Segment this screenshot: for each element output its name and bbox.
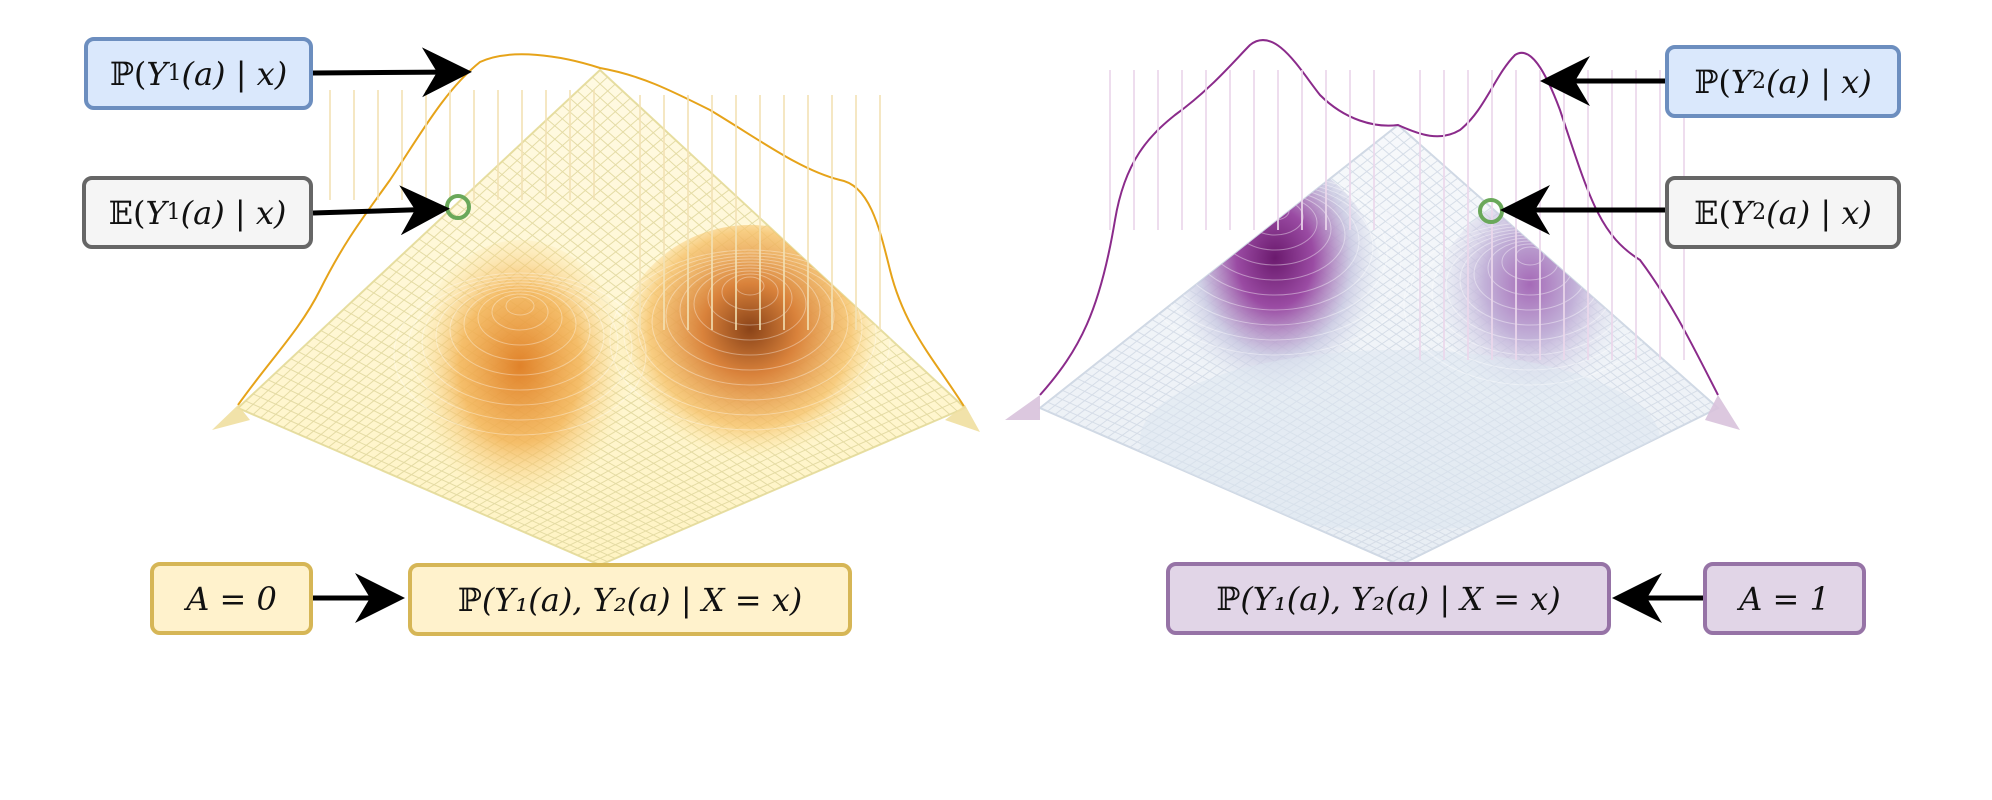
label-e-y2-var: Y xyxy=(1731,193,1753,232)
left-axis-arrow-right xyxy=(945,405,980,432)
label-e-y2: 𝔼(Y 2 (a) | x) xyxy=(1665,176,1901,249)
label-p-y2: ℙ(Y 2 (a) | x) xyxy=(1665,45,1901,118)
label-joint-right: ℙ (Y₁(a), Y₂(a) | X = x) xyxy=(1166,562,1611,635)
label-a0: A = 0 xyxy=(150,562,313,635)
label-joint-left: ℙ (Y₁(a), Y₂(a) | X = x) xyxy=(408,563,852,636)
label-p-y1: ℙ(Y 1 (a) | x) xyxy=(84,37,313,110)
label-joint-right-text: (Y₁(a), Y₂(a) | X = x) xyxy=(1240,579,1561,618)
label-joint-left-bb: ℙ xyxy=(457,580,482,619)
left-marginal-curve xyxy=(237,53,966,409)
label-e-y1-rest: (a) | x) xyxy=(180,193,287,232)
label-p-y1-bb: ℙ xyxy=(109,54,134,93)
right-marginal-curve xyxy=(1039,39,1719,396)
label-a0-text: A = 0 xyxy=(186,579,277,618)
label-e-y2-bb: 𝔼 xyxy=(1694,193,1719,232)
label-e-y1-var: Y xyxy=(145,193,167,232)
left-axis-arrow-left xyxy=(212,405,250,430)
arrow-p-y1 xyxy=(312,47,472,98)
label-e-y1-sub: 1 xyxy=(166,200,181,225)
label-a1-text: A = 1 xyxy=(1739,579,1830,618)
label-p-y1-rest: (a) | x) xyxy=(181,54,288,93)
label-p-y2-bb: ℙ xyxy=(1694,62,1719,101)
label-e-y1: 𝔼(Y 1 (a) | x) xyxy=(82,176,313,249)
connector-arrows xyxy=(312,47,1703,623)
left-surface xyxy=(212,53,980,567)
right-axis-arrow-left xyxy=(1005,395,1040,420)
arrow-e-y1 xyxy=(312,185,450,236)
label-p-y2-rest: (a) | x) xyxy=(1765,62,1872,101)
label-e-y2-rest: (a) | x) xyxy=(1766,193,1872,232)
label-p-y1-var: Y xyxy=(146,54,168,93)
label-a1: A = 1 xyxy=(1703,562,1866,635)
label-e-y2-sub: 2 xyxy=(1752,200,1767,225)
right-surface xyxy=(1005,39,1740,567)
label-p-y2-sub: 2 xyxy=(1751,69,1766,94)
label-p-y2-var: Y xyxy=(1730,62,1752,101)
label-e-y1-bb: 𝔼 xyxy=(108,193,134,232)
label-joint-right-bb: ℙ xyxy=(1216,579,1241,618)
label-p-y1-sub: 1 xyxy=(167,61,182,86)
label-joint-left-text: (Y₁(a), Y₂(a) | X = x) xyxy=(481,580,803,619)
right-axis-arrow-right xyxy=(1705,395,1740,430)
